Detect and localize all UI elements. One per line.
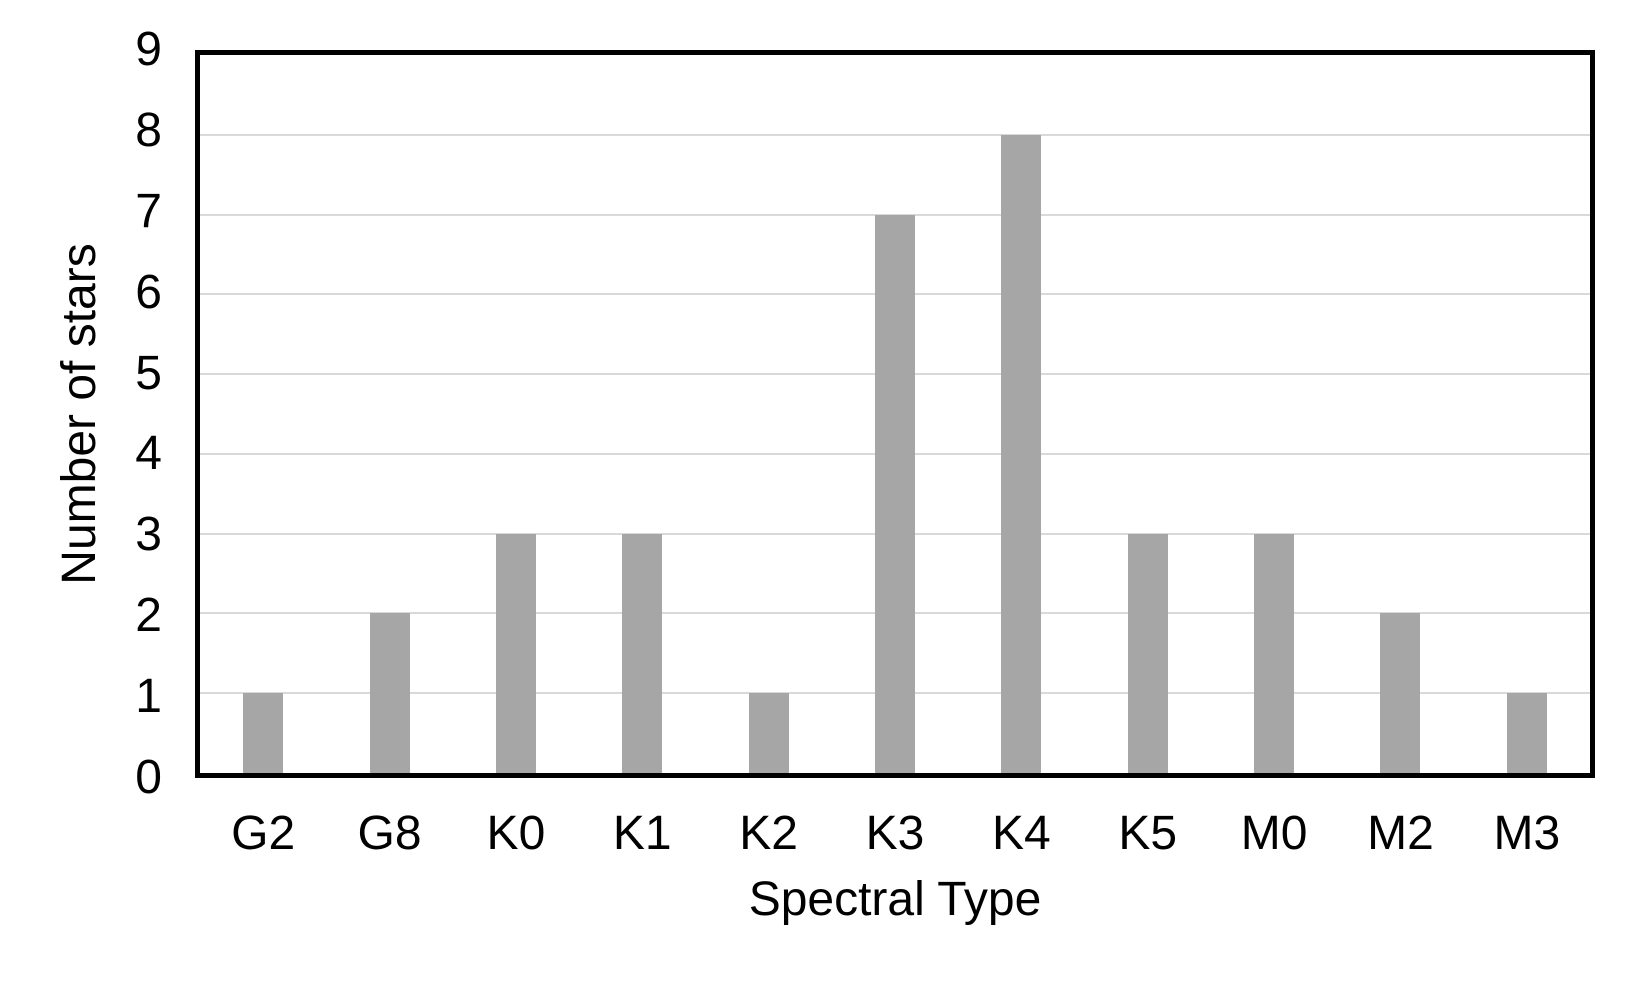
bar-K0 [495,533,536,773]
y-tick-label: 3 [135,508,162,562]
y-tick-label: 2 [135,589,162,643]
x-tick-label: G8 [357,807,422,860]
x-tick-label: K1 [612,807,672,860]
x-tick-label: M2 [1367,807,1434,860]
bar-G8 [369,613,410,773]
x-tick-label: K4 [992,807,1051,860]
x-tick-label: K5 [1118,807,1178,860]
x-axis-title: Spectral Type [748,873,1042,926]
y-tick-label: 9 [135,23,162,76]
bar-K3 [875,214,915,773]
gridline [200,133,1590,136]
x-tick-label: G2 [231,807,296,860]
bar-M0 [1254,533,1295,773]
y-tick-label: 7 [135,184,162,238]
bar-K5 [1127,533,1168,773]
bar-M3 [1506,693,1547,773]
y-tick-label: 1 [135,670,162,724]
bar-K2 [748,693,789,773]
y-tick-label: 8 [135,103,162,157]
y-tick-label: 6 [135,265,162,319]
x-tick-label: K3 [865,807,925,860]
bar-M2 [1380,613,1421,773]
bar-K1 [622,533,663,773]
x-tick-label: K2 [739,807,798,860]
y-tick-label: 0 [135,751,162,804]
x-tick-label: K0 [486,807,546,860]
x-tick-label: M0 [1240,807,1308,860]
y-tick-label: 5 [135,346,162,400]
x-tick-label: M3 [1493,807,1561,860]
y-tick-label: 4 [135,427,162,481]
gridline [200,213,1590,216]
bar-K4 [1001,134,1042,773]
plot-area [195,50,1595,778]
bar-G2 [243,693,284,773]
